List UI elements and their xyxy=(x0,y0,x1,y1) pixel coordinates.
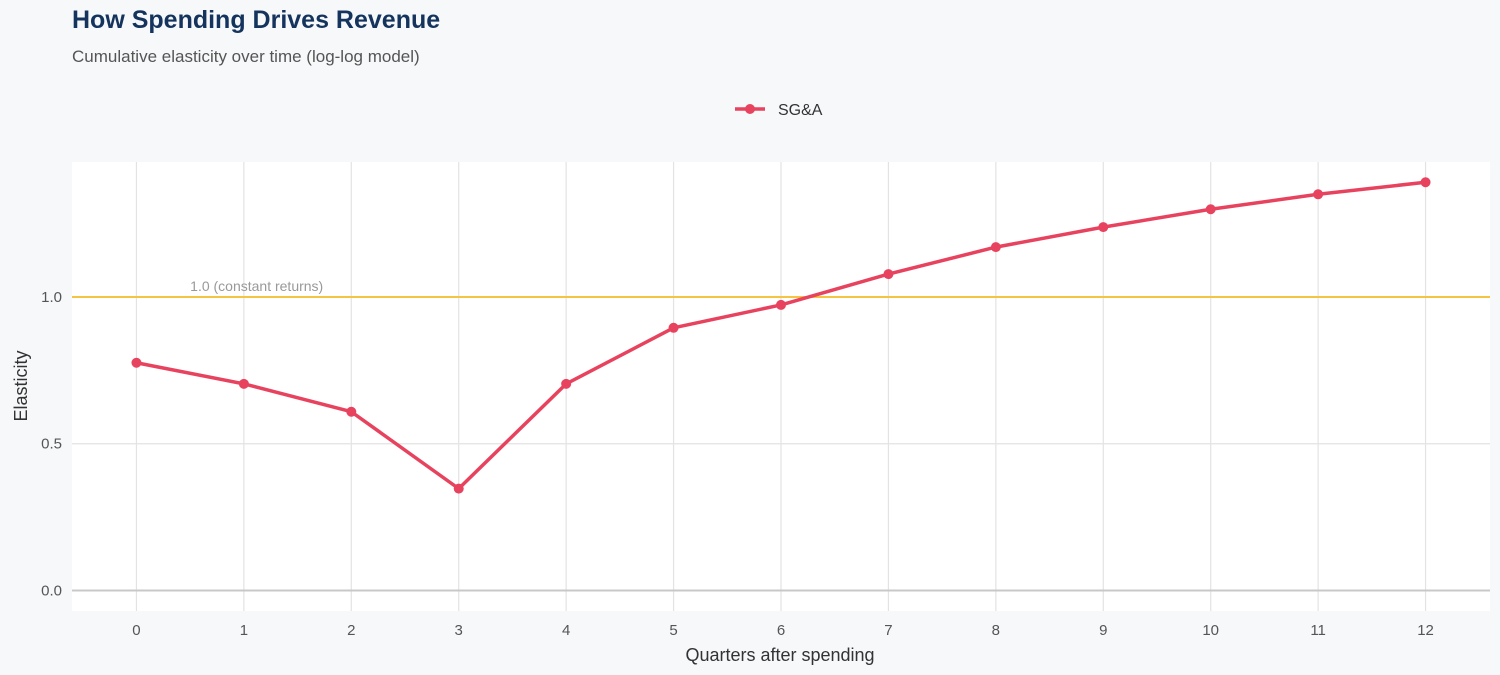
x-tick-label: 7 xyxy=(884,622,892,639)
reference-line-label: 1.0 (constant returns) xyxy=(190,278,323,294)
y-tick-label: 0.5 xyxy=(41,436,62,453)
chart-subtitle: Cumulative elasticity over time (log-log… xyxy=(72,47,420,66)
tick-labels: 0 1 2 3 4 5 6 7 8 9 10 11 120.00.51.0 xyxy=(41,289,1434,639)
x-tick-label: 2 xyxy=(347,622,355,639)
legend: SG&A xyxy=(735,102,823,119)
x-tick-label: 11 xyxy=(1310,622,1326,639)
data-point xyxy=(1205,204,1216,215)
data-point xyxy=(238,378,249,389)
data-point xyxy=(1098,222,1109,233)
data-point xyxy=(776,299,786,310)
data-point xyxy=(561,378,572,389)
y-tick-label: 0.0 xyxy=(41,582,62,599)
x-tick-label: 4 xyxy=(562,622,570,639)
x-tick-label: 1 xyxy=(240,622,248,639)
chart-title: How Spending Drives Revenue xyxy=(72,6,441,34)
data-point xyxy=(346,406,357,417)
data-point xyxy=(131,357,142,368)
x-tick-label: 9 xyxy=(1099,622,1107,639)
data-point xyxy=(453,483,464,494)
legend-swatch-marker xyxy=(745,104,755,114)
legend-label-sga: SG&A xyxy=(778,102,823,119)
series-sga xyxy=(131,177,1431,494)
x-tick-label: 12 xyxy=(1417,622,1434,639)
x-tick-label: 0 xyxy=(132,622,140,639)
data-point xyxy=(1313,189,1324,200)
x-tick-label: 5 xyxy=(669,622,677,639)
x-tick-label: 10 xyxy=(1202,622,1219,639)
data-point xyxy=(1420,177,1431,188)
data-point xyxy=(990,242,1001,253)
y-axis-label: Elasticity xyxy=(11,350,31,421)
x-tick-label: 3 xyxy=(455,622,463,639)
x-axis-label: Quarters after spending xyxy=(685,645,874,665)
data-point xyxy=(668,322,679,333)
x-tick-label: 6 xyxy=(777,622,785,639)
data-point xyxy=(883,269,894,280)
y-tick-label: 1.0 xyxy=(41,289,62,306)
x-tick-label: 8 xyxy=(992,622,1000,639)
